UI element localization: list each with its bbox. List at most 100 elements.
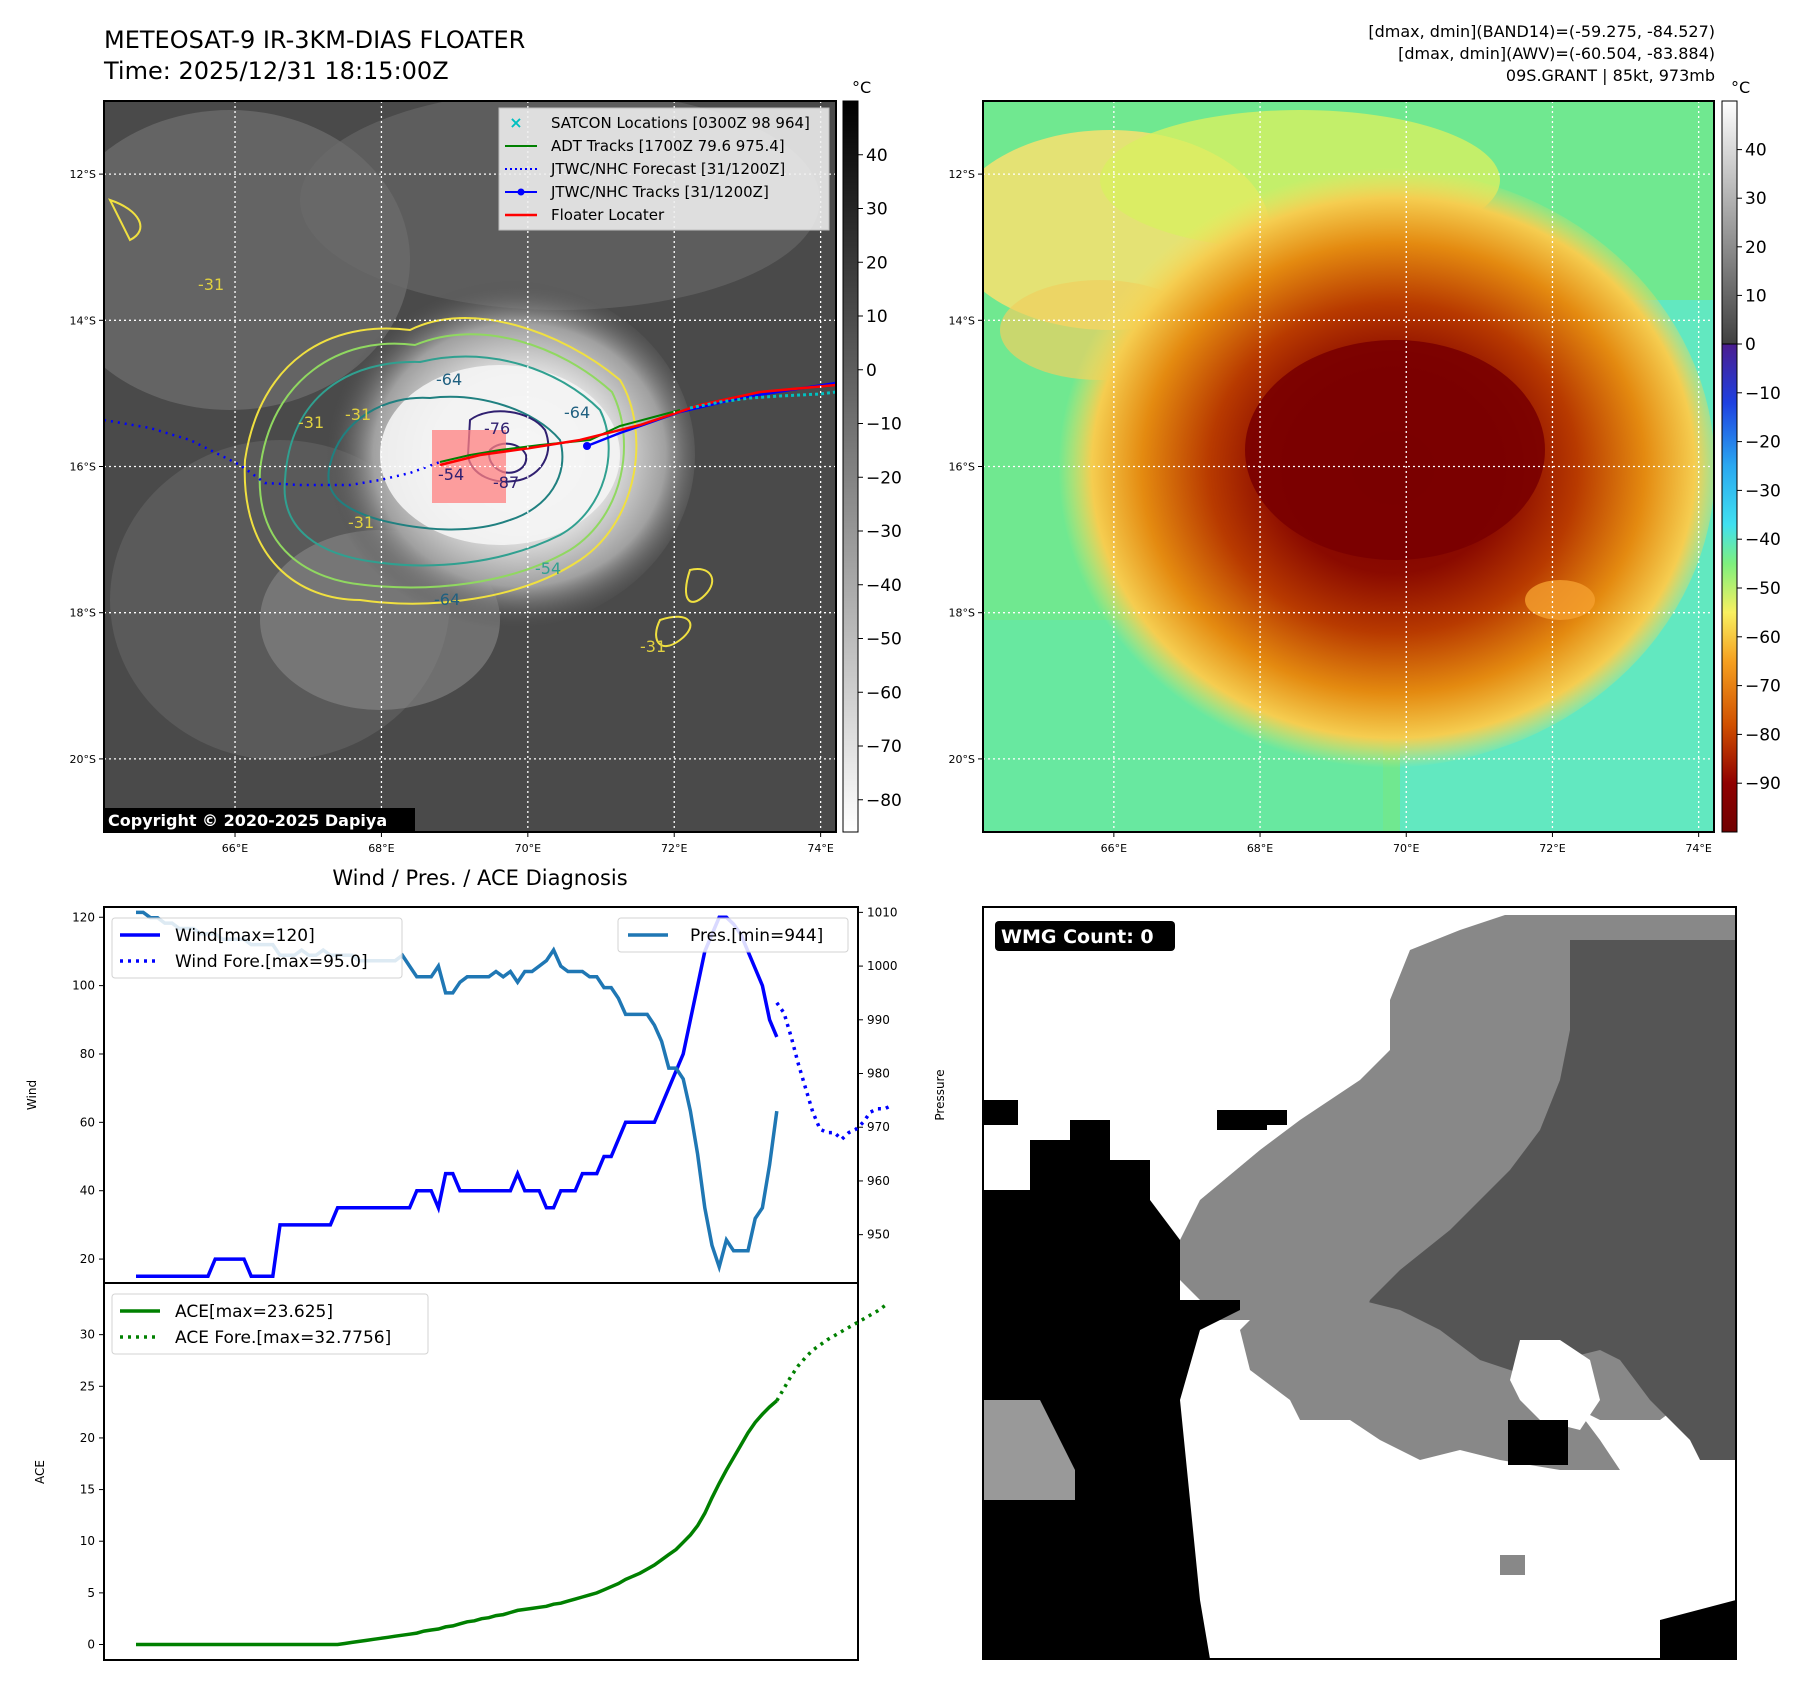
contour-label: -87: [493, 473, 519, 492]
ace-legend-label: ACE Fore.[max=32.7756]: [175, 1328, 391, 1348]
series-dotted-left: [775, 1001, 893, 1142]
wmg-panel: WMG Count: 0: [982, 906, 1737, 1660]
lat-tick-label: 18°S: [949, 607, 975, 620]
ace-legend-label: ACE[max=23.625]: [175, 1302, 333, 1322]
ir-colorbar-tick: −20: [866, 468, 902, 488]
awv-image: [983, 101, 1714, 832]
ir-colorbar-tick: 20: [866, 253, 888, 273]
ir-legend-label: JTWC/NHC Tracks [31/1200Z]: [550, 183, 769, 201]
ir-colorbar-tick: 10: [866, 307, 888, 327]
awv-colorbar-tick: −10: [1745, 384, 1781, 404]
ir-legend-label: ADT Tracks [1700Z 79.6 975.4]: [551, 137, 785, 155]
pressure-tick-label: 960: [867, 1174, 890, 1188]
awv-colorbar-bottom: [1721, 343, 1738, 833]
ir-colorbar-tick: −70: [866, 737, 902, 757]
copyright-text: Copyright © 2020-2025 Dapiya: [108, 811, 387, 830]
ir-colorbar-tick: 40: [866, 146, 888, 166]
pressure-axis-label: Pressure: [933, 1069, 947, 1120]
awv-colorbar-tick: −80: [1745, 725, 1781, 745]
ir-colorbar-tick: −50: [866, 630, 902, 650]
ace-tick-label: 5: [87, 1586, 95, 1600]
wind-legend-label: Wind[max=120]: [175, 926, 315, 946]
ace-tick-label: 0: [87, 1638, 95, 1652]
satcon-marker-icon: ×: [509, 113, 522, 132]
ace-chart: 0 5 10 15 20 25 30 ACE[max=23.625] ACE Fore.[ma…: [33, 1282, 886, 1661]
ir-colorbar-unit: °C: [852, 78, 871, 97]
awv-colorbar-tick: −40: [1745, 530, 1781, 550]
wind-axis-label: Wind: [25, 1080, 39, 1110]
floater-locator-line: [439, 383, 836, 467]
lat-tick-label: 14°S: [70, 314, 96, 327]
storm-info: 09S.GRANT | 85kt, 973mb: [1505, 66, 1715, 85]
wind-legend-label: Wind Fore.[max=95.0]: [175, 952, 368, 972]
wmg-count-label: WMG Count: 0: [1001, 926, 1154, 948]
ir-legend-label: SATCON Locations [0300Z 98 964]: [551, 114, 810, 132]
ir-colorbar-tick: 30: [866, 200, 888, 220]
contour-label: -31: [640, 637, 666, 656]
lon-tick-label: 68°E: [1247, 842, 1273, 855]
wmg-image: [983, 907, 1736, 1659]
awv-colorbar-tick: −70: [1745, 677, 1781, 697]
lon-tick-label: 74°E: [807, 842, 833, 855]
ir-colorbar: [842, 100, 859, 833]
awv-colorbar-tick: −50: [1745, 579, 1781, 599]
lon-tick-label: 70°E: [515, 842, 541, 855]
ir-legend: × SATCON Locations [0300Z 98 964] ADT Trac…: [498, 107, 830, 231]
lat-tick-label: 20°S: [949, 753, 975, 766]
plot-time: Time: 2025/12/31 18:15:00Z: [104, 57, 449, 85]
lon-tick-label: 68°E: [368, 842, 394, 855]
satcon-locations: [689, 390, 836, 410]
contour-label: -54: [438, 465, 464, 484]
awv-colorbar-tick: 30: [1745, 189, 1767, 209]
lat-tick-label: 12°S: [70, 168, 96, 181]
ace-series-solid: [136, 1399, 778, 1647]
lon-tick-label: 66°E: [1101, 842, 1127, 855]
awv-colorbar-tick: −60: [1745, 628, 1781, 648]
contour-label: -64: [564, 403, 590, 422]
ir-colorbar-tick: 0: [866, 361, 877, 381]
contour-label: -54: [535, 559, 561, 578]
lat-tick-label: 16°S: [949, 461, 975, 474]
awv-colorbar-tick: 20: [1745, 238, 1767, 258]
wind-tick-label: 60: [80, 1115, 95, 1129]
ir-colorbar-tick: −60: [866, 683, 902, 703]
ir-colorbar-tick: −80: [866, 791, 902, 811]
pressure-tick-label: 990: [867, 1013, 890, 1027]
awv-colorbar-unit: °C: [1731, 78, 1750, 97]
awv-colorbar-tick: −30: [1745, 481, 1781, 501]
lon-tick-label: 70°E: [1393, 842, 1419, 855]
pressure-tick-label: 980: [867, 1067, 890, 1081]
contour-label: -31: [348, 513, 374, 532]
contour-label: -64: [434, 590, 460, 609]
wind-pressure-chart: 20 40 60 80 100 120 950 960 970 980 990 1000 1010 Wi…: [25, 905, 947, 1284]
ace-tick-label: 15: [80, 1483, 95, 1497]
pressure-tick-label: 950: [867, 1228, 890, 1242]
ir-legend-label: Floater Locater: [551, 206, 665, 224]
lon-tick-label: 66°E: [222, 842, 248, 855]
diagnosis-chart-title: Wind / Pres. / ACE Diagnosis: [332, 866, 628, 890]
ir-panel: -31 -31 -31 -31 -31 -64 -64 -64 -76 -87 -54 -54 66°…: [70, 78, 902, 855]
awv-colorbar-tick: −90: [1745, 774, 1781, 794]
lat-tick-label: 16°S: [70, 461, 96, 474]
pressure-tick-label: 970: [867, 1120, 890, 1134]
awv-colorbar-top: [1721, 100, 1738, 345]
awv-panel: 66°E 68°E 70°E 72°E 74°E 12°S 14°S 16°S 18°S 20°S…: [949, 78, 1781, 855]
lat-tick-label: 14°S: [949, 314, 975, 327]
ace-axis-label: ACE: [33, 1460, 47, 1484]
lat-tick-label: 12°S: [949, 168, 975, 181]
contour-label: -31: [298, 413, 324, 432]
lon-tick-label: 72°E: [661, 842, 687, 855]
copyright-box: [104, 808, 415, 832]
ir-colorbar-tick: −30: [866, 522, 902, 542]
awv-colorbar-tick: 10: [1745, 286, 1767, 306]
jtwc-track-point: [583, 442, 591, 450]
contour-label: -64: [436, 370, 462, 389]
series-solid-left: [136, 915, 779, 1278]
ace-tick-label: 30: [80, 1328, 95, 1342]
wind-tick-label: 100: [72, 979, 95, 993]
plot-title: METEOSAT-9 IR-3KM-DIAS FLOATER: [104, 26, 526, 54]
lat-tick-label: 20°S: [70, 753, 96, 766]
pressure-tick-label: 1000: [867, 959, 898, 973]
wmg-count-badge: [995, 921, 1175, 951]
